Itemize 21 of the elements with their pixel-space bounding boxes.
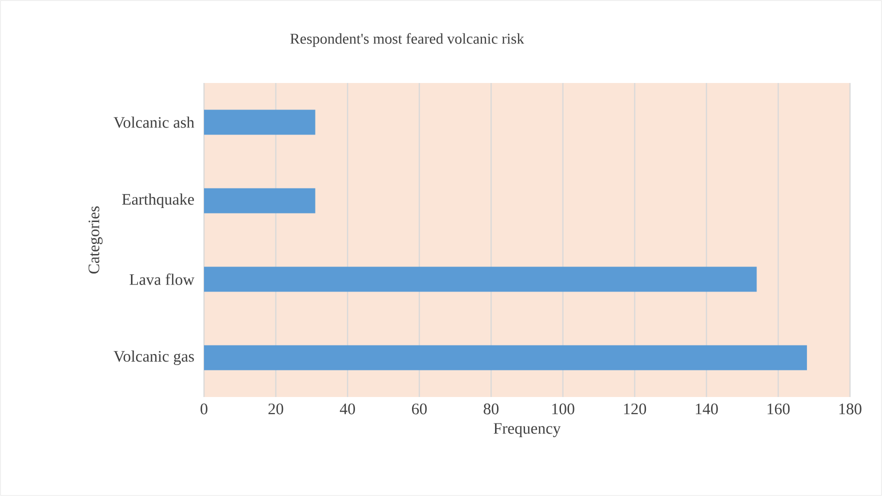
y-tick-label: Lava flow — [130, 274, 194, 285]
x-tick-label: 100 — [552, 404, 574, 414]
x-tick-label: 60 — [412, 404, 427, 414]
x-tick-label: 40 — [340, 404, 355, 414]
x-tick-label: 140 — [696, 404, 718, 414]
x-tick-label: 180 — [839, 404, 862, 414]
bar — [204, 345, 807, 370]
x-axis-title: Frequency — [494, 423, 561, 438]
x-tick-label: 20 — [268, 404, 284, 414]
x-tick-label: 0 — [200, 404, 208, 414]
y-tick-label: Earthquake — [122, 194, 194, 208]
x-tick-label: 160 — [768, 404, 790, 414]
y-axis-title: Categories — [88, 206, 103, 274]
x-tick-label: 120 — [624, 404, 646, 414]
y-tick-label: Volcanic ash — [114, 116, 194, 128]
chart-title: Respondent's most feared volcanic risk — [290, 33, 524, 47]
x-tick-label: 80 — [484, 404, 499, 414]
y-tick-label: Volcanic gas — [114, 350, 194, 366]
bar — [204, 110, 316, 135]
bar — [204, 188, 316, 214]
bar — [204, 266, 757, 292]
